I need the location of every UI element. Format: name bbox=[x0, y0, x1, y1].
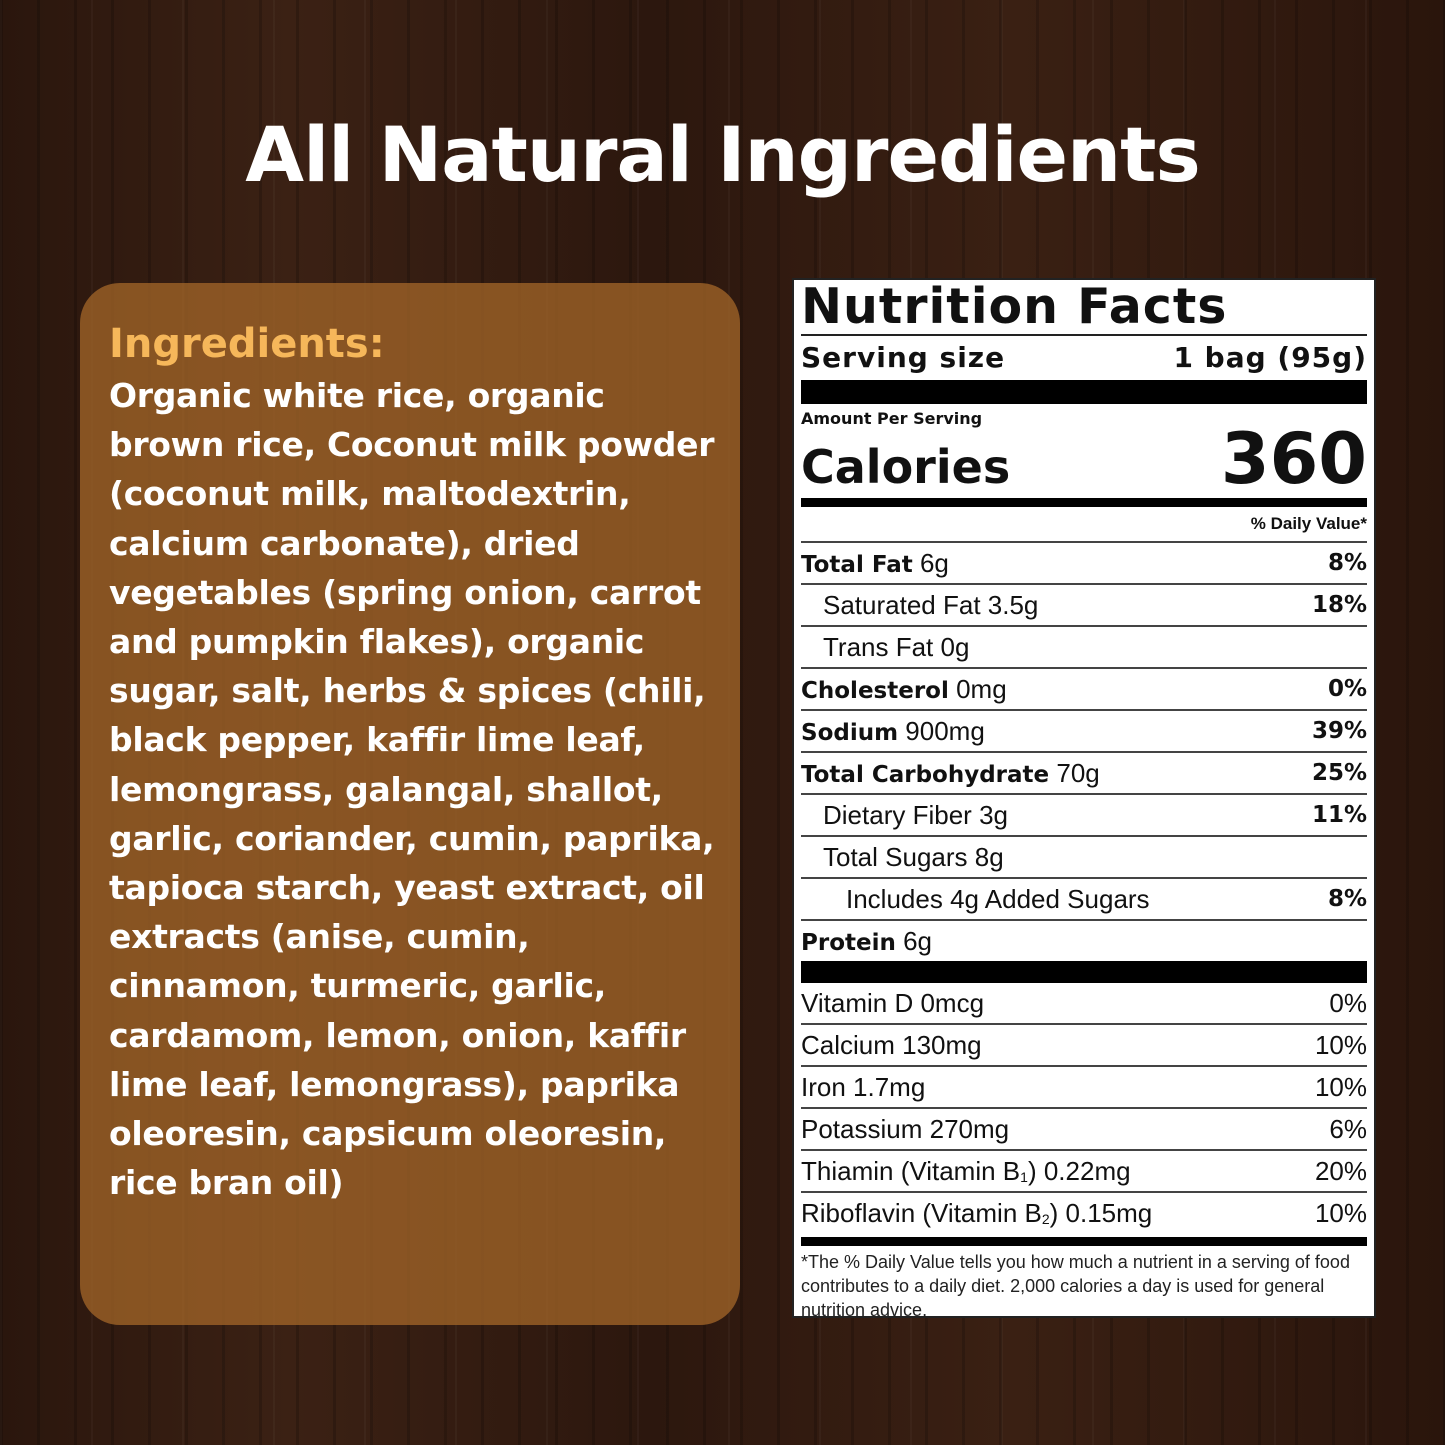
headline: All Natural Ingredients bbox=[245, 110, 1200, 199]
serving-size-label: Serving size bbox=[801, 341, 1006, 374]
vitamin-name: Vitamin D 0mcg bbox=[801, 983, 984, 1023]
vitamin-row: Thiamin (Vitamin B1) 0.22mg 20% bbox=[801, 1151, 1367, 1193]
vitamin-name: Thiamin (Vitamin B1) 0.22mg bbox=[801, 1151, 1131, 1191]
vitamin-amount: ) 0.15mg bbox=[1049, 1198, 1153, 1228]
vitamin-name: Calcium 130mg bbox=[801, 1025, 982, 1065]
vitamin-dv: 6% bbox=[1329, 1114, 1367, 1144]
nutrient-label: Total Carbohydrate bbox=[801, 762, 1050, 788]
vitamin-subscript: 1 bbox=[1020, 1169, 1028, 1185]
nutrition-facts-title: Nutrition Facts bbox=[801, 280, 1367, 336]
nutrient-name: Total Carbohydrate 70g bbox=[801, 753, 1100, 793]
nutrient-amount: 8g bbox=[974, 842, 1004, 872]
medium-divider bbox=[801, 498, 1367, 507]
vitamin-label: Riboflavin (Vitamin B bbox=[801, 1198, 1042, 1228]
vitamin-dv: 10% bbox=[1314, 1072, 1367, 1102]
nutrient-label: Includes 4g Added Sugars bbox=[846, 884, 1150, 914]
vitamin-name: Iron 1.7mg bbox=[801, 1067, 925, 1107]
nutrient-row: Includes 4g Added Sugars 8% bbox=[801, 879, 1367, 921]
nutrient-amount: 3g bbox=[979, 800, 1008, 830]
nutrient-row: Total Carbohydrate 70g 25% bbox=[801, 753, 1367, 795]
ingredients-panel: Ingredients: Organic white rice, organic… bbox=[80, 283, 740, 1325]
daily-value-header: % Daily Value* bbox=[801, 507, 1367, 543]
nutrient-dv: 8% bbox=[1327, 886, 1367, 912]
nutrient-dv: 8% bbox=[1327, 550, 1367, 576]
nutrient-row: Trans Fat 0g bbox=[801, 627, 1367, 669]
nutrient-amount: 900mg bbox=[905, 716, 985, 746]
nutrient-list: Total Fat 6g 8% Saturated Fat 3.5g 18% Trans… bbox=[801, 543, 1367, 961]
vitamin-row: Riboflavin (Vitamin B2) 0.15mg 10% bbox=[801, 1193, 1367, 1233]
vitamin-subscript: 2 bbox=[1041, 1211, 1050, 1227]
vitamin-dv: 10% bbox=[1314, 1198, 1367, 1228]
nutrient-name: Saturated Fat 3.5g bbox=[823, 585, 1038, 625]
vitamin-row: Potassium 270mg 6% bbox=[801, 1109, 1367, 1151]
vitamin-label: Potassium 270mg bbox=[801, 1114, 1010, 1144]
nutrient-row: Saturated Fat 3.5g 18% bbox=[801, 585, 1367, 627]
nutrient-row: Total Fat 6g 8% bbox=[801, 543, 1367, 585]
nutrient-name: Cholesterol 0mg bbox=[801, 669, 1007, 709]
nutrient-dv: 25% bbox=[1311, 760, 1367, 786]
nutrient-label: Sodium bbox=[801, 720, 899, 746]
nutrient-row: Sodium 900mg 39% bbox=[801, 711, 1367, 753]
ingredients-title: Ingredients: bbox=[109, 321, 385, 367]
vitamin-list: Vitamin D 0mcg 0% Calcium 130mg 10% Iron 1.7… bbox=[801, 983, 1367, 1233]
nutrient-label: Protein bbox=[801, 930, 896, 956]
vitamin-row: Vitamin D 0mcg 0% bbox=[801, 983, 1367, 1025]
nutrient-name: Protein 6g bbox=[801, 921, 932, 961]
nutrient-label: Cholesterol bbox=[801, 678, 949, 704]
vitamin-label: Vitamin D 0mcg bbox=[801, 988, 985, 1018]
nutrient-row: Cholesterol 0mg 0% bbox=[801, 669, 1367, 711]
thick-divider bbox=[801, 961, 1367, 983]
vitamin-label: Iron 1.7mg bbox=[801, 1072, 926, 1102]
nutrient-dv: 0% bbox=[1327, 676, 1367, 702]
vitamin-dv: 20% bbox=[1314, 1156, 1367, 1186]
calories-value: 360 bbox=[1220, 418, 1367, 500]
vitamin-label: Thiamin (Vitamin B bbox=[801, 1156, 1021, 1186]
nutrient-dv: 18% bbox=[1311, 592, 1367, 618]
nutrient-row: Protein 6g bbox=[801, 921, 1367, 961]
nutrient-dv: 11% bbox=[1311, 802, 1367, 828]
nutrient-name: Total Sugars 8g bbox=[823, 837, 1004, 877]
nutrient-amount: 6g bbox=[903, 926, 933, 956]
medium-divider bbox=[801, 1237, 1367, 1246]
vitamin-amount: ) 0.22mg bbox=[1027, 1156, 1131, 1186]
nutrient-label: Trans Fat bbox=[823, 632, 934, 662]
nutrient-name: Trans Fat 0g bbox=[823, 627, 969, 667]
nutrition-facts-label: Nutrition Facts Serving size 1 bag (95g)… bbox=[792, 278, 1376, 1320]
calories-row: Calories 360 bbox=[801, 424, 1367, 494]
vitamin-name: Riboflavin (Vitamin B2) 0.15mg bbox=[801, 1193, 1152, 1233]
nutrient-amount: 70g bbox=[1056, 758, 1100, 788]
nutrient-name: Sodium 900mg bbox=[801, 711, 985, 751]
nutrient-label: Total Fat bbox=[801, 552, 913, 578]
nutrient-amount: 3.5g bbox=[987, 590, 1039, 620]
nutrient-name: Includes 4g Added Sugars bbox=[846, 879, 1150, 919]
serving-size-value: 1 bag (95g) bbox=[1173, 341, 1367, 374]
vitamin-row: Iron 1.7mg 10% bbox=[801, 1067, 1367, 1109]
nutrient-row: Dietary Fiber 3g 11% bbox=[801, 795, 1367, 837]
thick-divider bbox=[801, 380, 1367, 404]
serving-size-row: Serving size 1 bag (95g) bbox=[801, 336, 1367, 380]
ingredients-text: Organic white rice, organic brown rice, … bbox=[109, 376, 715, 1203]
nutrient-dv: 39% bbox=[1311, 718, 1367, 744]
vitamin-label: Calcium 130mg bbox=[801, 1030, 982, 1060]
vitamin-name: Potassium 270mg bbox=[801, 1109, 1009, 1149]
nutrient-amount: 0mg bbox=[956, 674, 1007, 704]
nutrient-label: Saturated Fat bbox=[823, 590, 981, 620]
nutrient-name: Total Fat 6g bbox=[801, 543, 949, 583]
vitamin-dv: 10% bbox=[1314, 1030, 1367, 1060]
nutrient-label: Dietary Fiber bbox=[823, 800, 972, 830]
vitamin-dv: 0% bbox=[1329, 988, 1367, 1018]
nutrient-label: Total Sugars bbox=[823, 842, 968, 872]
amount-per-serving: Amount Per Serving bbox=[801, 409, 983, 428]
calories-label: Calories bbox=[801, 440, 1011, 494]
footnote: *The % Daily Value tells you how much a … bbox=[801, 1252, 1350, 1320]
nutrient-row: Total Sugars 8g bbox=[801, 837, 1367, 879]
nutrient-amount: 0g bbox=[940, 632, 970, 662]
nutrient-amount: 6g bbox=[919, 548, 949, 578]
nutrient-name: Dietary Fiber 3g bbox=[823, 795, 1008, 835]
vitamin-row: Calcium 130mg 10% bbox=[801, 1025, 1367, 1067]
